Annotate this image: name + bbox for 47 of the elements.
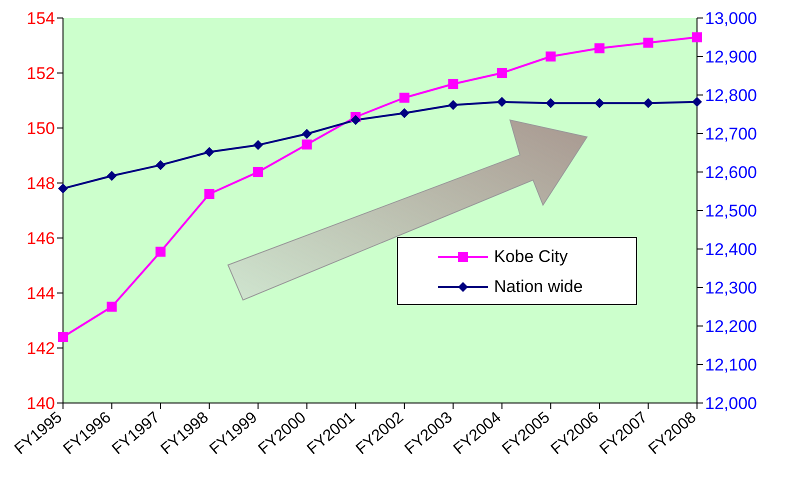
point <box>594 98 604 108</box>
y2-tick-label: 12,800 <box>705 86 757 106</box>
point <box>350 115 361 126</box>
point <box>253 167 264 177</box>
point <box>643 98 654 108</box>
point <box>399 108 410 118</box>
y-tick-label: 154 <box>26 9 55 28</box>
point <box>496 96 507 107</box>
y-tick-label: 152 <box>26 64 55 84</box>
y-tick-label: 144 <box>26 284 55 304</box>
y2-tick-label: 12,600 <box>705 163 757 182</box>
point <box>156 246 166 257</box>
point <box>58 332 68 342</box>
y-tick-label: 146 <box>26 229 55 248</box>
y-tick-label: 148 <box>26 174 55 194</box>
point <box>302 128 312 139</box>
point <box>594 43 604 54</box>
point <box>253 140 264 150</box>
y2-tick-label: 12,400 <box>705 240 757 260</box>
point <box>399 92 410 103</box>
y-tick-label: 150 <box>26 119 55 138</box>
point <box>302 140 312 150</box>
point <box>448 79 458 89</box>
point <box>692 96 702 107</box>
y2-tick-label: 12,900 <box>705 48 757 67</box>
point <box>692 32 702 42</box>
point <box>643 38 654 48</box>
y2-tick-label: 12,000 <box>705 394 757 414</box>
y-tick-label: 142 <box>26 339 55 358</box>
y2-tick-label: 13,000 <box>705 9 757 28</box>
point <box>156 160 166 170</box>
point <box>546 98 556 108</box>
legend-label: Kobe City <box>494 247 568 267</box>
point <box>204 189 214 199</box>
point <box>448 100 458 110</box>
point <box>106 170 117 181</box>
point <box>546 52 556 62</box>
point <box>58 184 68 194</box>
y2-tick-label: 12,100 <box>705 356 757 375</box>
point <box>496 68 507 78</box>
legend-label: Nation wide <box>494 277 583 297</box>
y2-tick-label: 12,200 <box>705 317 757 336</box>
point <box>106 302 117 312</box>
y2-tick-label: 12,500 <box>705 202 757 221</box>
point <box>204 146 214 157</box>
y2-tick-label: 12,700 <box>705 124 757 144</box>
y2-tick-label: 12,300 <box>705 278 757 298</box>
